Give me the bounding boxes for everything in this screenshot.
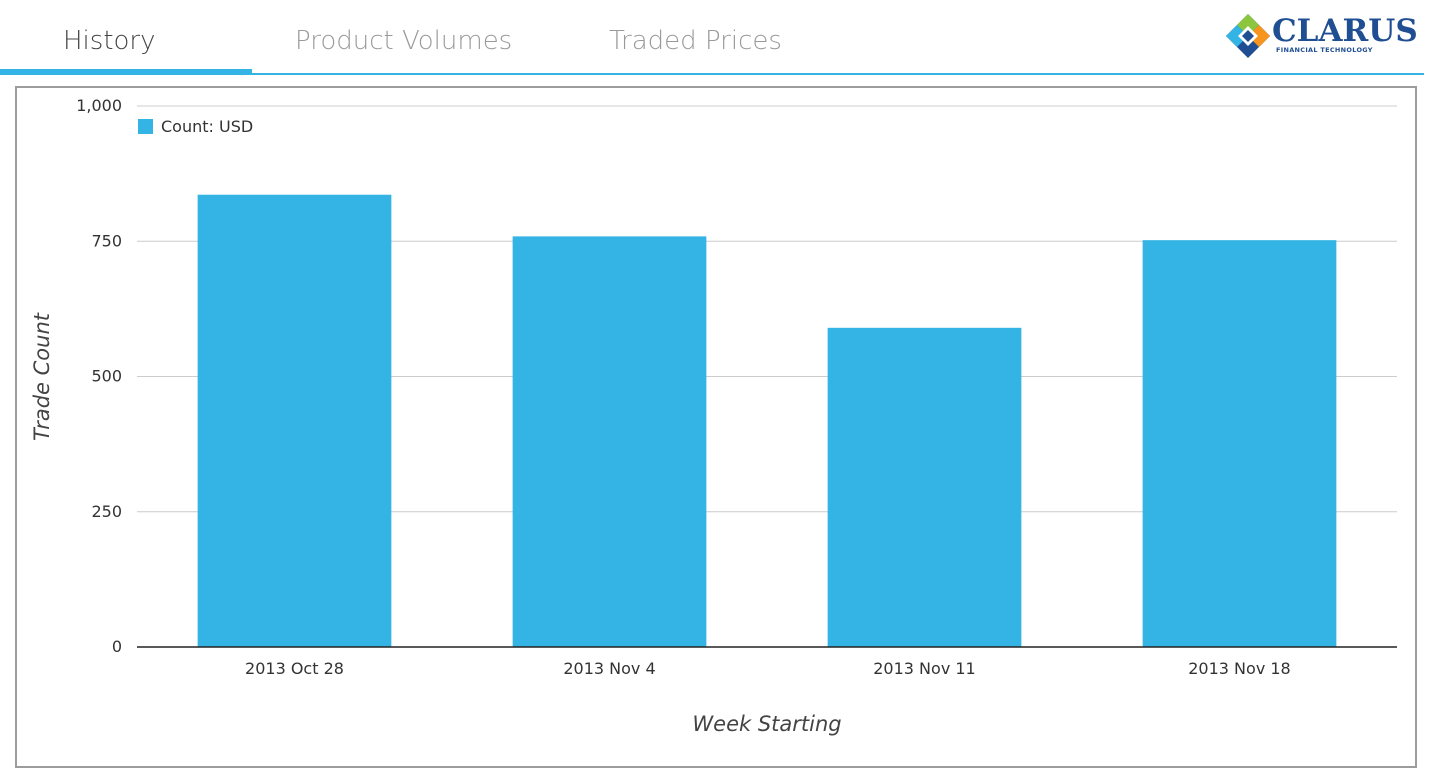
y-tick-label: 500	[91, 367, 122, 386]
bar[interactable]	[827, 327, 1022, 647]
logo-wordmark: CLARUS	[1272, 13, 1418, 49]
x-tick-label: 2013 Nov 11	[873, 659, 975, 678]
logo-tagline: FINANCIAL TECHNOLOGY	[1276, 46, 1373, 54]
y-tick-label: 1,000	[76, 96, 122, 115]
y-tick-label: 750	[91, 231, 122, 250]
tab-history[interactable]: History	[63, 26, 156, 56]
legend-swatch-count-usd	[138, 119, 153, 134]
y-tick-label: 0	[112, 637, 122, 656]
x-axis-title: Week Starting	[692, 712, 841, 736]
y-axis-title: Trade Count	[30, 312, 54, 441]
tab-bar: History Product Volumes Traded Prices	[0, 0, 1430, 76]
chart-panel: 0 250 500 750 1,000 2013 Oct 28 2013 Nov 4 201…	[15, 86, 1417, 768]
tab-traded-prices[interactable]: Traded Prices	[609, 26, 782, 56]
y-tick-labels: 0 250 500 750 1,000	[76, 96, 122, 656]
x-tick-label: 2013 Nov 4	[563, 659, 655, 678]
x-tick-labels: 2013 Oct 28 2013 Nov 4 2013 Nov 11 2013 Nov…	[245, 659, 1291, 678]
bars	[197, 194, 1337, 648]
clarus-logo: CLARUS FINANCIAL TECHNOLOGY	[1224, 12, 1418, 60]
clarus-logo-mark-icon	[1226, 14, 1270, 58]
tab-product-volumes[interactable]: Product Volumes	[295, 26, 513, 56]
tab-bar-divider	[0, 73, 1424, 75]
x-tick-label: 2013 Nov 18	[1188, 659, 1290, 678]
legend-label-count-usd: Count: USD	[161, 117, 253, 136]
top-bar: History Product Volumes Traded Prices CL…	[0, 0, 1430, 76]
legend[interactable]: Count: USD	[138, 117, 253, 136]
active-tab-indicator	[0, 69, 252, 75]
x-tick-label: 2013 Oct 28	[245, 659, 344, 678]
bar[interactable]	[1142, 240, 1337, 647]
bar[interactable]	[197, 194, 392, 647]
bar[interactable]	[512, 236, 707, 648]
y-tick-label: 250	[91, 502, 122, 521]
